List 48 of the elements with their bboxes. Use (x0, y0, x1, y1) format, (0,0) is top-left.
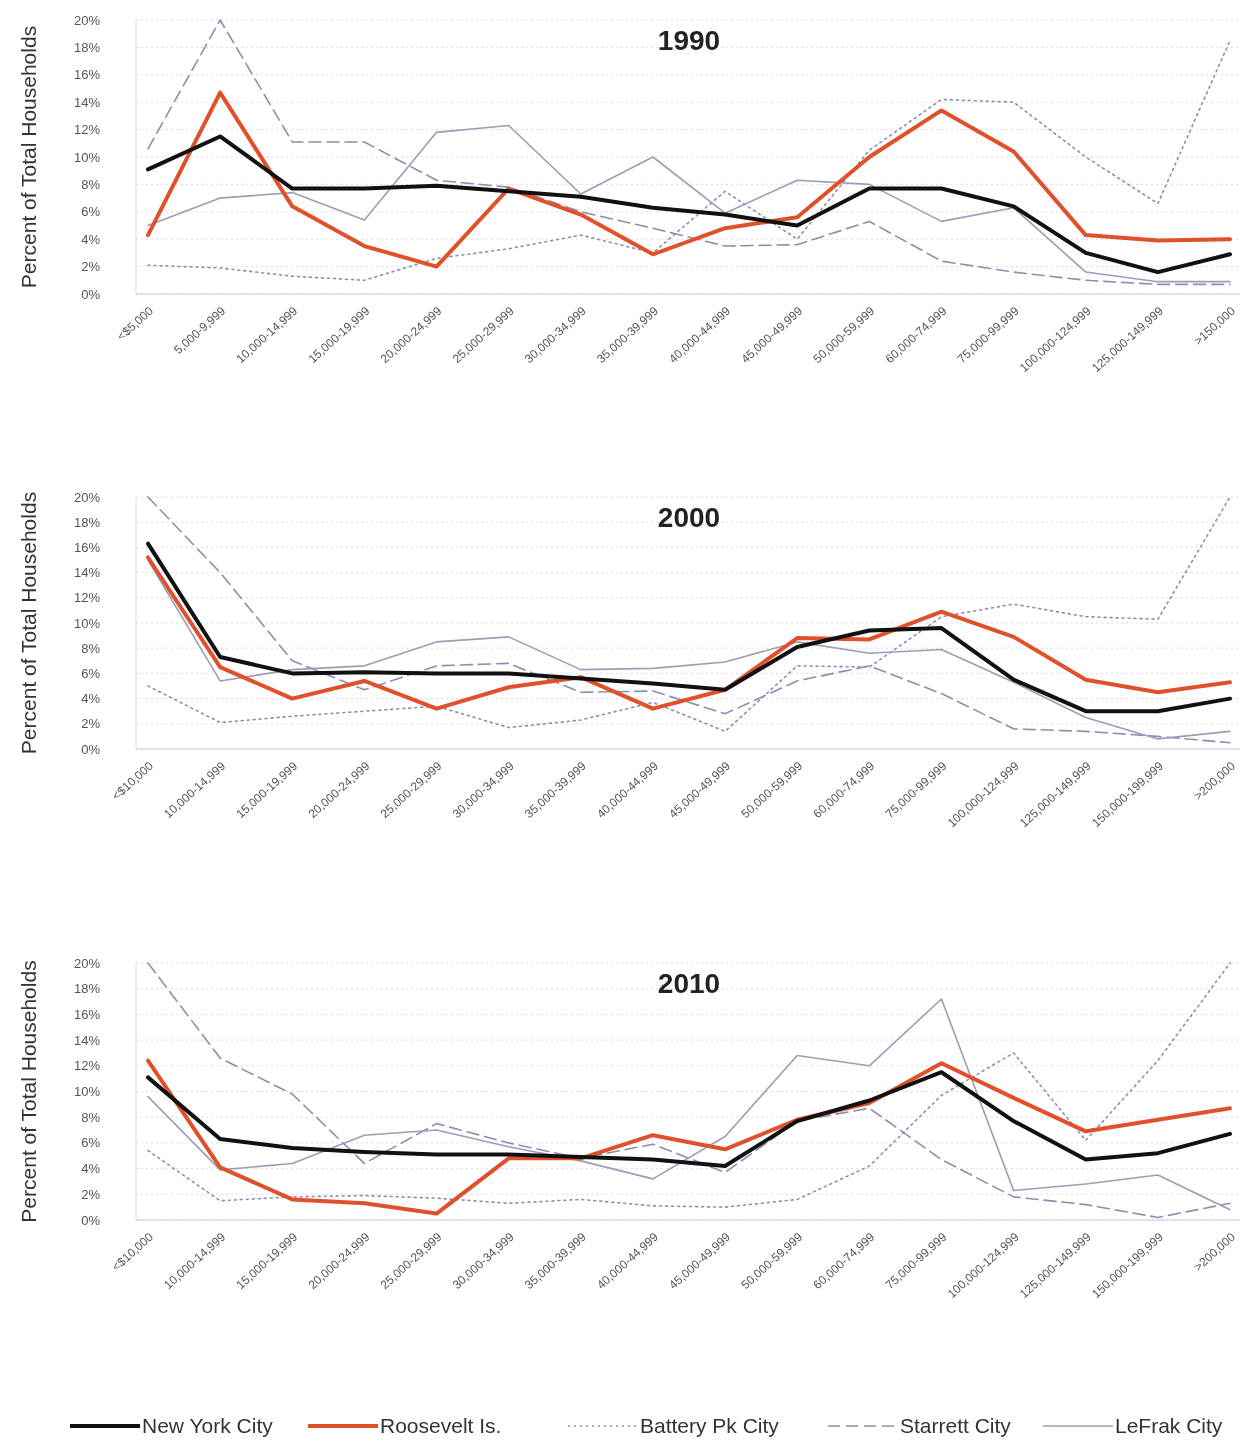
y-tick-label: 14% (73, 565, 101, 581)
y-tick-label: 18% (73, 39, 101, 55)
y-tick-label: 6% (81, 665, 101, 681)
y-tick-label: 0% (81, 1212, 101, 1228)
y-tick-label: 16% (73, 67, 101, 83)
line-series (146, 1070, 1232, 1169)
y-tick-label: 18% (73, 981, 101, 997)
y-axis-title: Percent of Total Households (17, 25, 40, 289)
y-tick-label: 8% (81, 176, 101, 192)
y-tick-label: 8% (81, 640, 101, 656)
y-tick-label: 4% (81, 1161, 101, 1177)
y-tick-label: 12% (73, 1058, 101, 1074)
y-tick-label: 16% (73, 1006, 101, 1022)
y-tick-label: 20% (73, 489, 101, 505)
y-tick-label: 20% (73, 955, 101, 971)
y-tick-label: 2% (81, 259, 101, 275)
y-tick-label: 4% (81, 231, 101, 247)
chart-title: 1990 (657, 25, 721, 56)
chart-title: 2010 (657, 968, 721, 999)
y-axis-title: Percent of Total Households (17, 960, 40, 1223)
y-tick-label: 0% (81, 286, 101, 302)
legend-label: Starrett City (900, 1414, 1012, 1438)
y-tick-label: 2% (81, 716, 101, 732)
legend-label: Roosevelt Is. (380, 1414, 502, 1438)
y-tick-label: 0% (81, 741, 101, 757)
line-series (146, 90, 1232, 269)
y-tick-label: 10% (73, 149, 101, 165)
line-series (147, 998, 1231, 1211)
y-tick-label: 18% (73, 514, 101, 530)
y-tick-label: 8% (81, 1109, 101, 1125)
y-tick-label: 14% (73, 1032, 101, 1048)
chart-title: 2000 (657, 502, 721, 533)
line-series (147, 559, 1231, 740)
y-tick-label: 14% (73, 94, 101, 110)
y-tick-label: 12% (73, 590, 101, 606)
y-tick-label: 2% (81, 1186, 101, 1202)
y-tick-label: 10% (73, 615, 101, 631)
y-tick-label: 6% (81, 1135, 101, 1151)
y-axis-title: Percent of Total Households (17, 491, 40, 755)
y-tick-label: 16% (73, 539, 101, 555)
y-tick-label: 10% (73, 1084, 101, 1100)
legend-label: New York City (142, 1414, 274, 1438)
y-tick-label: 6% (81, 204, 101, 220)
legend-label: Battery Pk City (640, 1414, 780, 1438)
y-tick-label: 20% (73, 12, 101, 28)
y-tick-label: 4% (81, 691, 101, 707)
y-tick-label: 12% (73, 122, 101, 138)
legend-label: LeFrak City (1115, 1414, 1223, 1438)
